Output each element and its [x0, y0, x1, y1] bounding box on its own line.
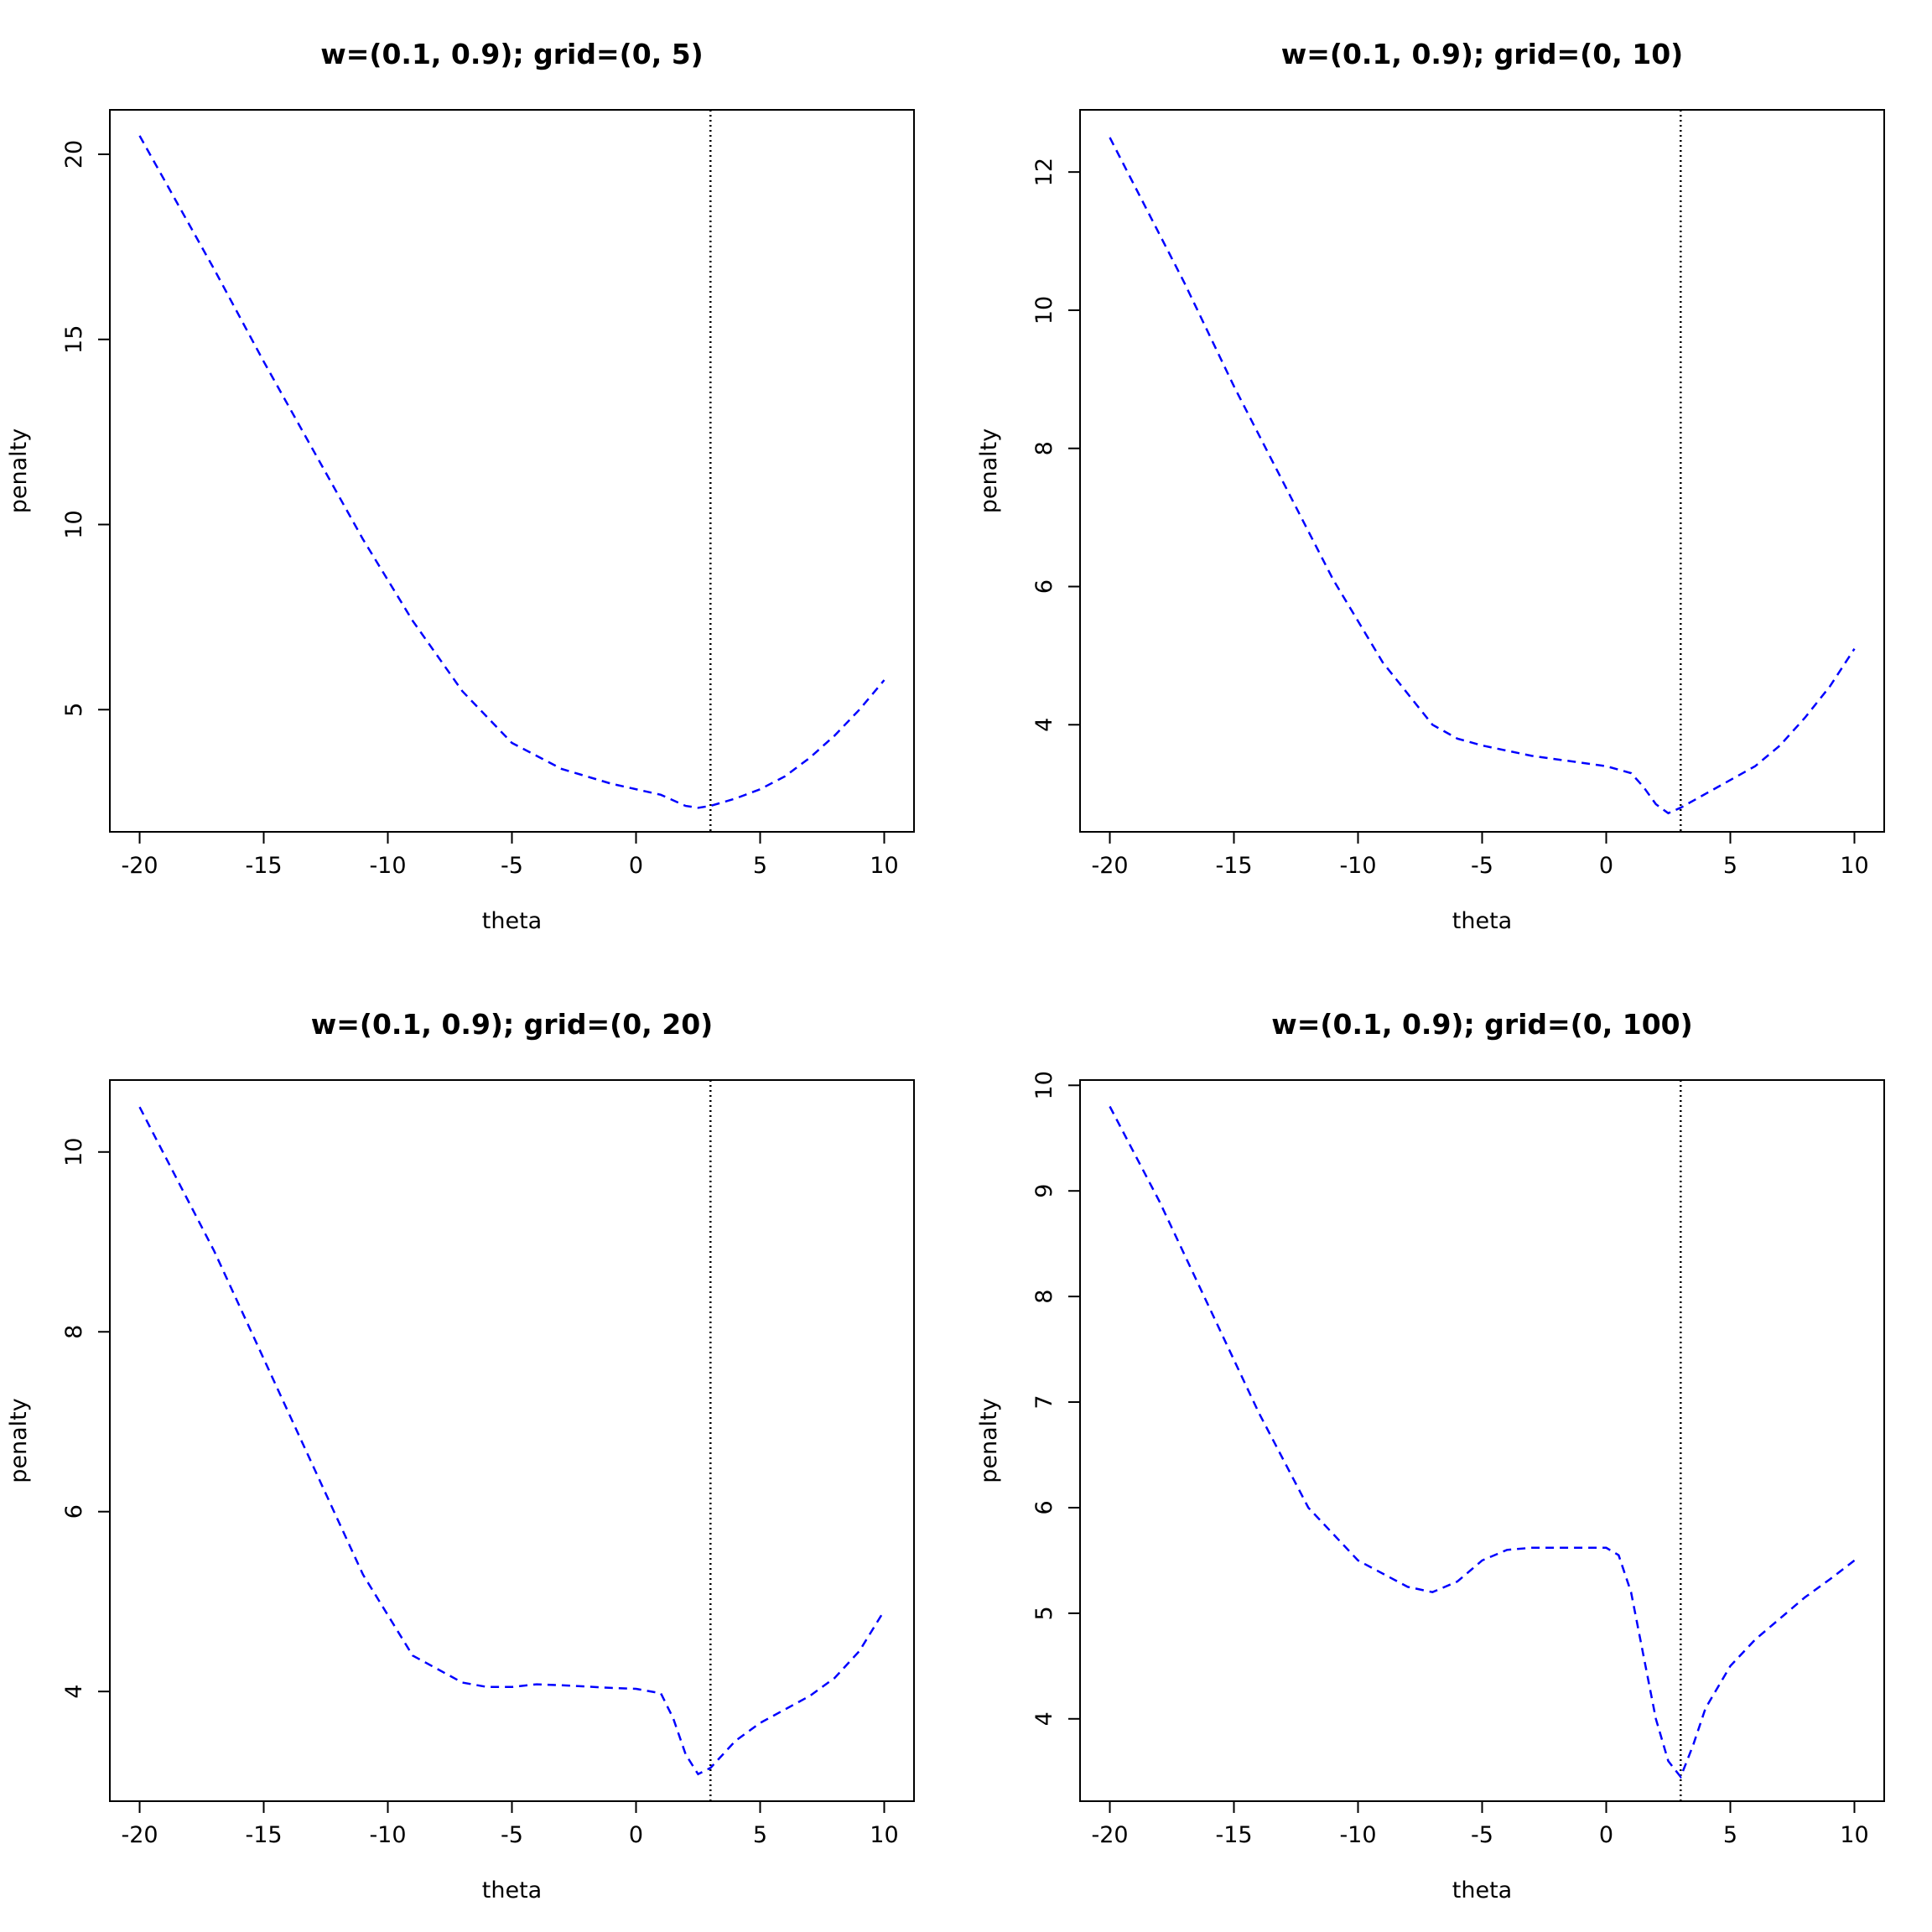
chart-panel-4: w=(0.1, 0.9); grid=(0, 100) -20 -15 -10 -5 0 5…: [976, 1008, 1885, 1903]
plot-frame: [109, 1079, 915, 1802]
y-tick-label: 20: [61, 140, 87, 169]
x-axis-label: theta: [482, 908, 542, 934]
y-tick-label: 10: [1031, 296, 1057, 325]
x-tick-label: -20: [1091, 1822, 1128, 1848]
chart-panel-3: w=(0.1, 0.9); grid=(0, 20) -20 -15 -10 -5 0 5 1…: [6, 1008, 915, 1903]
y-tick-label: 15: [61, 325, 87, 354]
x-tick-label: -5: [1471, 1822, 1493, 1848]
x-tick-label: 0: [629, 853, 643, 879]
y-axis-label: penalty: [6, 1398, 32, 1483]
penalty-curve: [138, 1106, 886, 1776]
chart-title: w=(0.1, 0.9); grid=(0, 10): [1281, 38, 1683, 70]
penalty-curve: [138, 135, 886, 809]
x-tick-label: -15: [1215, 853, 1252, 879]
x-tick-label: -20: [1091, 853, 1128, 879]
x-axis-label: theta: [1452, 1877, 1512, 1903]
plot-frame: [109, 109, 915, 833]
y-axis-label: penalty: [6, 428, 32, 513]
y-tick-label: 8: [61, 1325, 87, 1339]
x-tick-label: 5: [753, 853, 767, 879]
x-tick-label: -10: [1339, 1822, 1376, 1848]
y-tick-label: 5: [61, 703, 87, 717]
x-tick-label: 10: [1840, 1822, 1868, 1848]
x-tick-label: -15: [245, 1822, 282, 1848]
chart-title: w=(0.1, 0.9); grid=(0, 20): [311, 1008, 713, 1041]
y-tick-label: 5: [1031, 1606, 1057, 1620]
plot-frame: [1079, 1079, 1885, 1802]
y-tick-label: 8: [1031, 441, 1057, 455]
y-axis-label: penalty: [976, 428, 1002, 513]
y-tick-label: 10: [61, 510, 87, 538]
x-tick-label: 0: [1599, 1822, 1613, 1848]
x-tick-label: 10: [1840, 853, 1868, 879]
y-tick-label: 9: [1031, 1184, 1057, 1198]
x-tick-label: 10: [870, 1822, 898, 1848]
x-tick-label: 10: [870, 853, 898, 879]
penalty-curve: [1109, 1105, 1856, 1779]
y-tick-label: 12: [1031, 158, 1057, 186]
x-tick-label: -15: [245, 853, 282, 879]
y-axis-label: penalty: [976, 1398, 1002, 1483]
x-tick-label: -20: [121, 1822, 158, 1848]
y-tick-label: 10: [1031, 1071, 1057, 1099]
y-tick-label: 4: [61, 1685, 87, 1699]
x-tick-label: 5: [1723, 1822, 1737, 1848]
y-tick-label: 6: [61, 1504, 87, 1519]
penalty-curve: [1109, 137, 1856, 815]
x-tick-label: -5: [1471, 853, 1493, 879]
y-tick-label: 6: [1031, 579, 1057, 594]
y-tick-label: 4: [1031, 1711, 1057, 1726]
x-tick-label: 0: [629, 1822, 643, 1848]
x-tick-label: -5: [501, 853, 523, 879]
y-tick-label: 8: [1031, 1290, 1057, 1304]
plot-frame: [1079, 109, 1885, 833]
chart-title: w=(0.1, 0.9); grid=(0, 5): [320, 38, 704, 70]
y-tick-label: 10: [61, 1138, 87, 1166]
x-axis-label: theta: [482, 1877, 542, 1903]
chart-panel-1: w=(0.1, 0.9); grid=(0, 5) -20 -15 -10 -5 0 5 10…: [6, 38, 915, 934]
x-tick-label: -15: [1215, 1822, 1252, 1848]
x-axis-label: theta: [1452, 908, 1512, 934]
chart-title: w=(0.1, 0.9); grid=(0, 100): [1271, 1008, 1692, 1041]
x-tick-label: 5: [753, 1822, 767, 1848]
x-tick-label: -10: [369, 853, 406, 879]
x-tick-label: -20: [121, 853, 158, 879]
chart-panel-2: w=(0.1, 0.9); grid=(0, 10) -20 -15 -10 -5 0 5 1…: [976, 38, 1885, 934]
x-tick-label: 5: [1723, 853, 1737, 879]
y-tick-label: 6: [1031, 1500, 1057, 1514]
x-tick-label: 0: [1599, 853, 1613, 879]
x-tick-label: -5: [501, 1822, 523, 1848]
y-tick-label: 4: [1031, 718, 1057, 732]
x-tick-label: -10: [369, 1822, 406, 1848]
y-tick-label: 7: [1031, 1394, 1057, 1409]
x-tick-label: -10: [1339, 853, 1376, 879]
